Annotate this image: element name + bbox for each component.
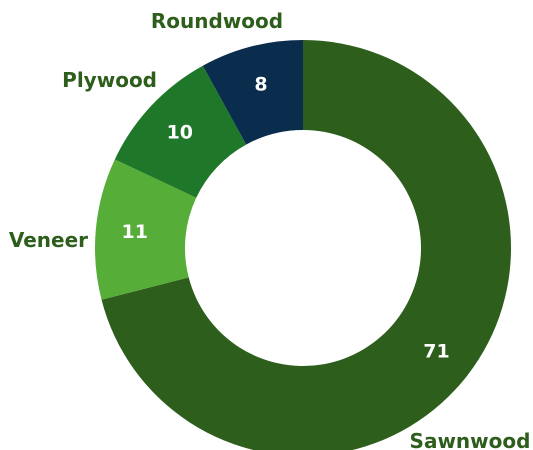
category-label-roundwood: Roundwood xyxy=(151,9,283,33)
value-labels: 71 11 10 8 xyxy=(122,73,450,362)
category-label-sawnwood: Sawnwood xyxy=(410,429,531,450)
value-label-veneer: 11 xyxy=(122,221,148,243)
donut-slices xyxy=(95,40,511,450)
category-label-veneer: Veneer xyxy=(9,228,88,252)
slice-veneer xyxy=(95,159,197,300)
slice-roundwood xyxy=(202,40,303,145)
value-label-plywood: 10 xyxy=(167,121,193,143)
category-label-plywood: Plywood xyxy=(62,68,157,92)
category-labels: Sawnwood Veneer Plywood Roundwood xyxy=(9,9,531,450)
value-label-sawnwood: 71 xyxy=(423,341,449,363)
value-label-roundwood: 8 xyxy=(254,73,267,95)
slice-sawnwood xyxy=(101,40,511,450)
slice-plywood xyxy=(114,65,247,198)
